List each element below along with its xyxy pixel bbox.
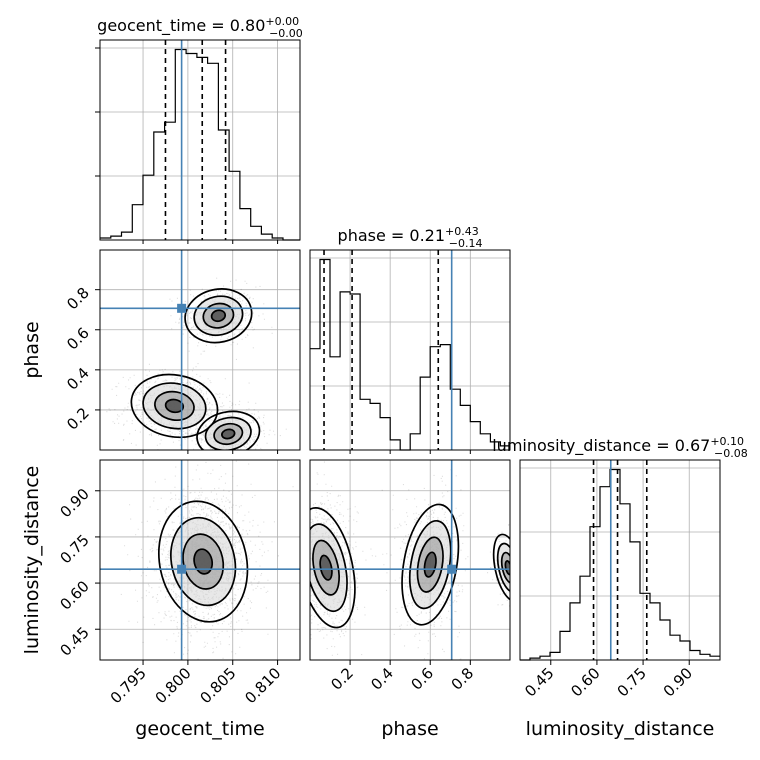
contour-0 (196, 410, 261, 450)
title-plus: +0.10 (710, 435, 744, 448)
panel-frame-phase-luminosity_distance (309, 459, 511, 661)
x-tick-label-phase-1: 0.4 (367, 664, 397, 694)
x-tick-label-luminosity_distance-2: 0.75 (614, 664, 650, 700)
title-plus: +0.43 (445, 225, 479, 238)
contour-3 (221, 428, 236, 440)
mode-geocent_time-phase-1 (130, 373, 219, 439)
panel-frame-geocent_time-luminosity_distance (99, 459, 301, 661)
contour-2 (312, 539, 340, 596)
y-tick-label-phase-2: 0.6 (63, 324, 93, 354)
scatter-geocent_time-luminosity_distance (120, 460, 294, 660)
panel-phase-luminosity_distance (310, 460, 510, 660)
hist-luminosity_distance (520, 460, 720, 661)
title-prefix: phase = (338, 226, 410, 245)
contour-1 (310, 523, 348, 613)
x-tick-label-phase-2: 0.6 (407, 664, 437, 694)
panel-frame-geocent_time-phase (99, 249, 301, 451)
title-value: 0.21 (409, 226, 445, 245)
title-phase: phase = 0.21+0.43 −0.14 (338, 225, 483, 250)
scatter-geocent_time-phase (106, 277, 287, 450)
contour-1 (142, 382, 207, 430)
y-tick-label-luminosity_distance-3: 0.90 (56, 485, 92, 521)
x-tick-label-geocent_time-3: 0.810 (241, 664, 284, 707)
y-tick-label-phase-1: 0.4 (63, 364, 93, 394)
mode-phase-luminosity_distance-2 (492, 533, 510, 602)
y-axis-label-luminosity_distance: luminosity_distance (21, 466, 43, 655)
contour-1 (170, 516, 237, 607)
mode-phase-luminosity_distance-1 (401, 503, 460, 626)
contour-0 (310, 506, 356, 629)
contour-2 (202, 302, 235, 329)
contour-3 (164, 398, 185, 414)
x-tick-label-geocent_time-2: 0.805 (196, 664, 239, 707)
y-tick-label-luminosity_distance-0: 0.45 (56, 623, 92, 659)
x-tick-label-luminosity_distance-3: 0.90 (660, 664, 696, 700)
contour-2 (213, 422, 244, 446)
density-core (211, 310, 226, 322)
density-core (424, 552, 436, 577)
contour-3 (423, 551, 437, 578)
mode-geocent_time-phase-0 (184, 288, 253, 344)
title-minus: −0.08 (714, 447, 748, 460)
contour-2 (154, 390, 195, 421)
title-value: 0.80 (230, 16, 266, 35)
y-tick-label-luminosity_distance-1: 0.60 (56, 577, 92, 613)
contour-1 (193, 295, 244, 337)
grid-phase-hist (310, 250, 510, 450)
hist-step-luminosity_distance (520, 468, 720, 661)
panel-frame-phase (309, 249, 511, 451)
truth-marker (447, 564, 457, 574)
contour-0 (492, 533, 510, 602)
y-tick-label-luminosity_distance-2: 0.75 (56, 531, 92, 567)
contour-0 (157, 500, 249, 623)
title-prefix: luminosity_distance = (492, 436, 674, 456)
title-value: 0.67 (675, 436, 711, 455)
title-luminosity_distance: luminosity_distance = 0.67+0.10 −0.08 (492, 435, 748, 460)
x-tick-label-phase-3: 0.8 (448, 664, 478, 694)
panel-frame-luminosity_distance (519, 459, 721, 661)
x-tick-label-phase-0: 0.2 (327, 664, 357, 694)
density-core (221, 429, 235, 439)
density-core (194, 549, 213, 574)
x-tick-label-luminosity_distance-0: 0.45 (521, 664, 557, 700)
x-tick-label-geocent_time-1: 0.800 (152, 664, 195, 707)
hist-step-geocent_time (100, 48, 300, 241)
title-prefix: geocent_time = (97, 16, 230, 36)
truth-marker (177, 564, 187, 574)
density-core (165, 399, 184, 413)
title-geocent_time: geocent_time = 0.80+0.00 −0.00 (97, 15, 303, 40)
truth-marker (177, 303, 187, 313)
contour-3 (193, 548, 214, 575)
grid-geocent_time-hist (100, 40, 300, 240)
x-axis-label-geocent_time: geocent_time (135, 718, 264, 740)
panel-geocent_time-luminosity_distance (100, 460, 300, 660)
title-minus: −0.00 (269, 27, 303, 40)
contour-3 (210, 309, 227, 323)
x-axis-label-phase: phase (381, 718, 438, 740)
hist-geocent_time (100, 40, 300, 241)
title-minus: −0.14 (449, 237, 483, 250)
grid-luminosity_distance-hist (520, 460, 720, 660)
title-plus: +0.00 (265, 15, 299, 28)
contour-2 (416, 536, 444, 593)
x-tick-label-luminosity_distance-1: 0.60 (567, 664, 603, 700)
y-tick-label-phase-0: 0.2 (63, 404, 93, 434)
y-axis-label-phase: phase (21, 321, 43, 378)
x-axis-label-luminosity_distance: luminosity_distance (526, 718, 715, 740)
hist-phase (310, 250, 510, 451)
mode-phase-luminosity_distance-0 (310, 506, 356, 629)
panel-geocent_time-phase (100, 250, 300, 450)
x-tick-label-geocent_time-0: 0.795 (107, 664, 150, 707)
hist-step-phase (310, 258, 510, 451)
panel-frame-geocent_time (99, 39, 301, 241)
mode-geocent_time-phase-2 (196, 410, 261, 450)
y-tick-label-phase-3: 0.8 (63, 284, 93, 314)
mode-geocent_time-luminosity_distance-0 (157, 500, 249, 623)
